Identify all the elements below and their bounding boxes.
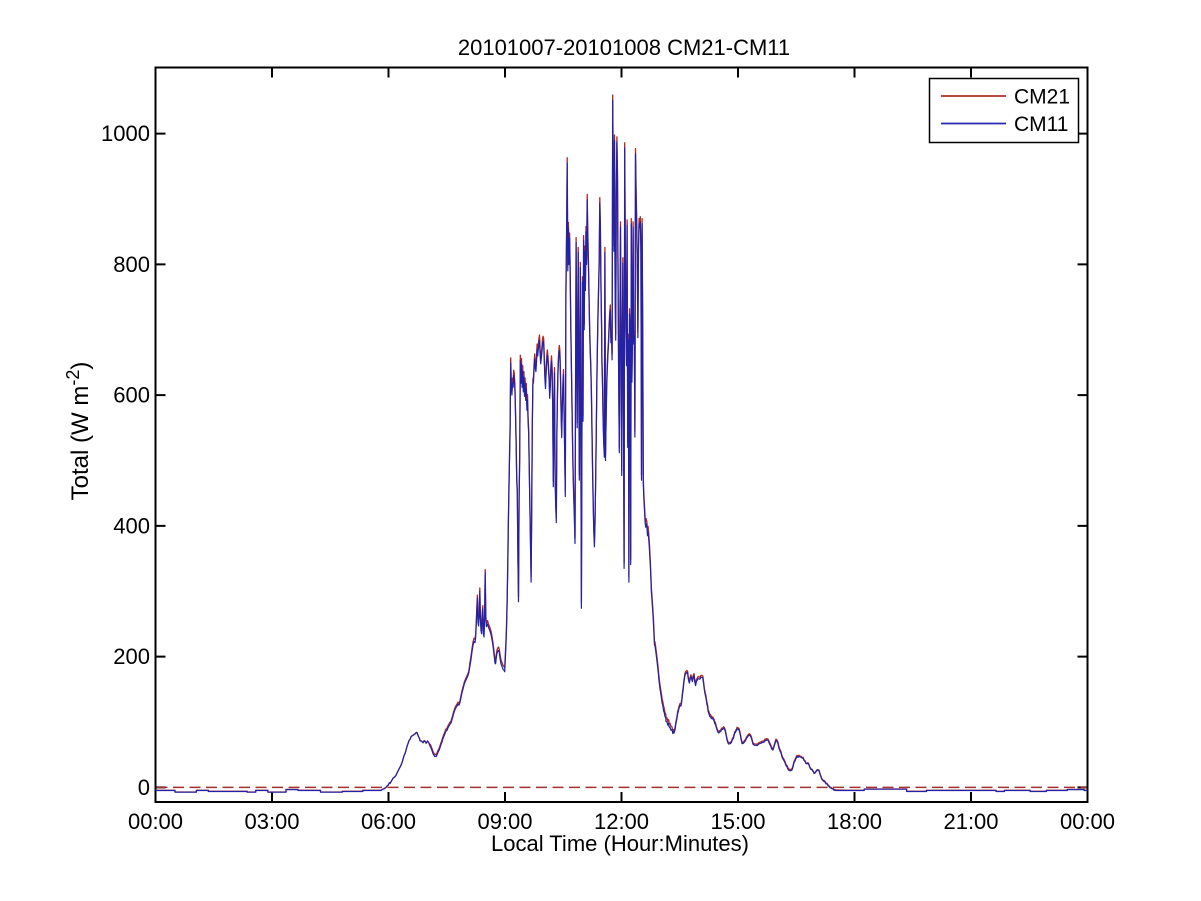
svg-text:09:00: 09:00: [477, 809, 532, 834]
svg-text:06:00: 06:00: [361, 809, 416, 834]
svg-text:800: 800: [113, 252, 150, 277]
svg-text:Local Time (Hour:Minutes): Local Time (Hour:Minutes): [491, 831, 749, 856]
svg-text:400: 400: [113, 513, 150, 538]
svg-text:00:00: 00:00: [1060, 809, 1115, 834]
svg-text:1000: 1000: [101, 121, 150, 146]
svg-text:18:00: 18:00: [827, 809, 882, 834]
svg-text:CM11: CM11: [1014, 113, 1068, 136]
svg-text:21:00: 21:00: [943, 809, 998, 834]
svg-text:CM21: CM21: [1014, 86, 1070, 109]
svg-text:15:00: 15:00: [710, 809, 765, 834]
svg-text:20101007-20101008 CM21-CM11: 20101007-20101008 CM21-CM11: [458, 35, 790, 60]
svg-text:200: 200: [113, 644, 150, 669]
svg-text:0: 0: [138, 775, 150, 800]
svg-text:00:00: 00:00: [128, 809, 183, 834]
svg-text:12:00: 12:00: [594, 809, 649, 834]
svg-text:03:00: 03:00: [244, 809, 299, 834]
svg-text:600: 600: [113, 383, 150, 408]
